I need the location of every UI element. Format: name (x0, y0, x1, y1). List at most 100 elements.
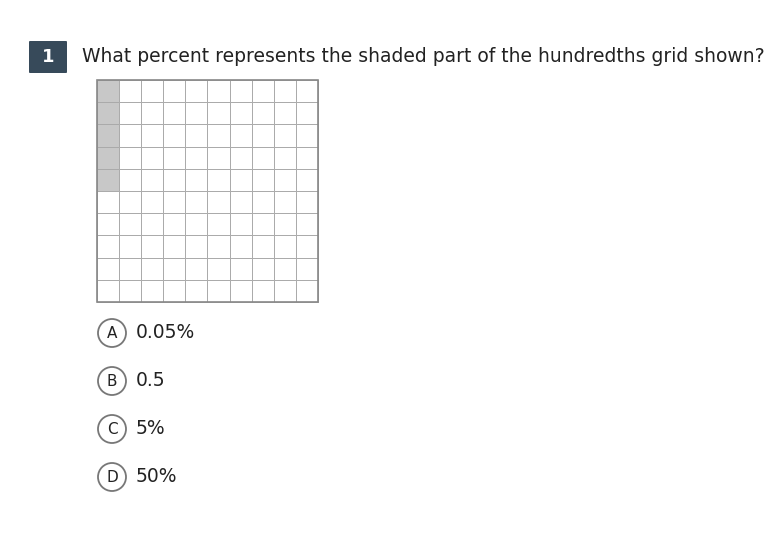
Bar (274, 125, 296, 147)
Bar (185, 258, 207, 280)
Bar (207, 213, 230, 235)
Bar (163, 213, 185, 235)
Bar (142, 147, 163, 169)
Bar (185, 125, 207, 147)
Bar (252, 125, 274, 147)
Bar (163, 280, 185, 302)
Text: 5%: 5% (136, 419, 166, 439)
Bar (207, 280, 230, 302)
Bar (207, 102, 230, 125)
Bar (252, 102, 274, 125)
Bar (296, 280, 318, 302)
Bar (97, 80, 119, 102)
Bar (142, 213, 163, 235)
Text: What percent represents the shaded part of the hundredths grid shown?: What percent represents the shaded part … (82, 47, 765, 67)
Bar (230, 280, 252, 302)
Bar (142, 235, 163, 258)
Bar (252, 213, 274, 235)
Bar (230, 80, 252, 102)
Bar (252, 235, 274, 258)
Bar (296, 147, 318, 169)
Bar (119, 169, 142, 191)
Bar (119, 80, 142, 102)
Bar (230, 147, 252, 169)
Bar (274, 147, 296, 169)
Bar (119, 280, 142, 302)
Bar (119, 147, 142, 169)
Bar (185, 235, 207, 258)
Bar (142, 191, 163, 213)
Bar (163, 102, 185, 125)
Bar (185, 213, 207, 235)
Bar (119, 258, 142, 280)
Bar (207, 191, 230, 213)
Bar (274, 235, 296, 258)
Bar (230, 125, 252, 147)
Bar (185, 280, 207, 302)
Text: 1: 1 (42, 48, 54, 66)
Bar (119, 213, 142, 235)
Bar (207, 125, 230, 147)
Bar (119, 125, 142, 147)
Bar (97, 213, 119, 235)
Bar (274, 102, 296, 125)
Bar (185, 191, 207, 213)
Bar (207, 80, 230, 102)
Text: 0.5: 0.5 (136, 371, 166, 391)
Bar (296, 80, 318, 102)
Text: B: B (107, 374, 117, 388)
Bar (97, 80, 318, 302)
Bar (142, 80, 163, 102)
Bar (185, 102, 207, 125)
Bar (97, 169, 119, 191)
Bar (97, 125, 119, 147)
Bar (296, 213, 318, 235)
Bar (252, 191, 274, 213)
Bar (230, 213, 252, 235)
Bar (185, 169, 207, 191)
Bar (142, 102, 163, 125)
Bar (97, 235, 119, 258)
Bar (230, 102, 252, 125)
Bar (296, 258, 318, 280)
Bar (296, 125, 318, 147)
Bar (163, 258, 185, 280)
Bar (274, 169, 296, 191)
Text: C: C (106, 422, 117, 436)
Bar (296, 102, 318, 125)
Text: 0.05%: 0.05% (136, 323, 195, 343)
Bar (252, 80, 274, 102)
Bar (119, 191, 142, 213)
Bar (207, 235, 230, 258)
Bar (185, 147, 207, 169)
Bar (230, 235, 252, 258)
Bar (97, 147, 119, 169)
Text: 50%: 50% (136, 467, 177, 487)
Bar (230, 191, 252, 213)
Bar (97, 258, 119, 280)
Bar (274, 280, 296, 302)
Bar (142, 125, 163, 147)
Bar (163, 125, 185, 147)
Bar (163, 235, 185, 258)
Bar (296, 169, 318, 191)
Bar (142, 169, 163, 191)
Bar (230, 169, 252, 191)
Bar (163, 191, 185, 213)
Bar (252, 258, 274, 280)
Text: A: A (107, 326, 117, 341)
Text: D: D (106, 469, 118, 484)
Bar (252, 169, 274, 191)
Bar (163, 80, 185, 102)
Bar (252, 147, 274, 169)
Bar (274, 191, 296, 213)
Bar (97, 191, 119, 213)
Bar (97, 102, 119, 125)
Bar (207, 147, 230, 169)
Bar (119, 102, 142, 125)
Bar (119, 235, 142, 258)
Bar (163, 147, 185, 169)
Bar (274, 258, 296, 280)
Bar (97, 280, 119, 302)
Bar (142, 280, 163, 302)
